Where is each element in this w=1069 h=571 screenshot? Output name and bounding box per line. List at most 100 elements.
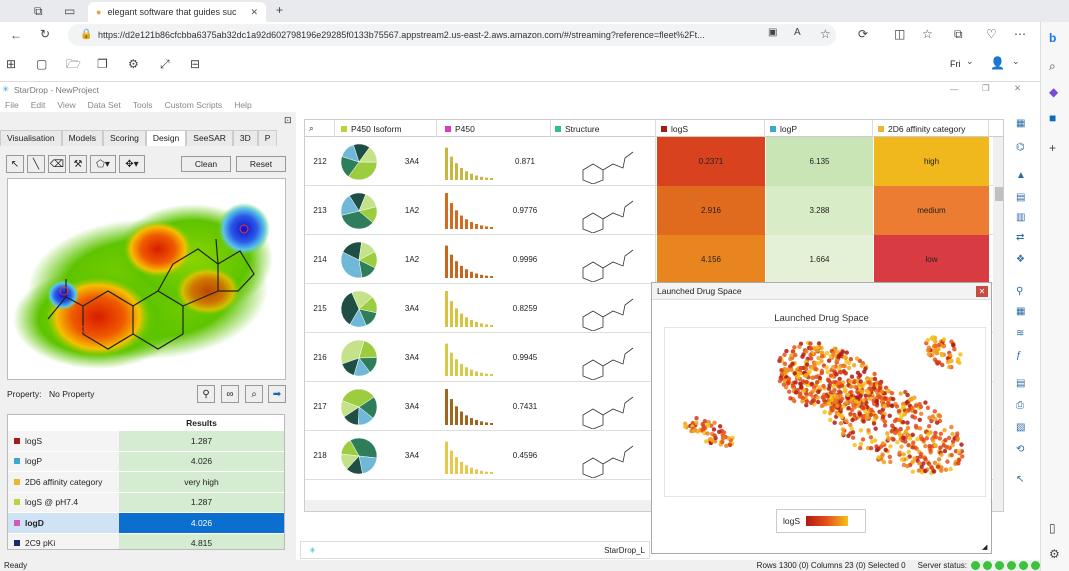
url-field[interactable]: 🔒 https://d2e121b86cfcbba6375ab32dc1a92d… (68, 24, 836, 46)
user-icon[interactable]: 👤 (990, 56, 1005, 70)
column-header[interactable]: P450 Isoform (337, 120, 437, 137)
table-view-icon[interactable]: ▦ (1016, 118, 1026, 129)
property-value[interactable]: No Property (49, 389, 95, 399)
eraser-icon[interactable]: ⌫ (48, 155, 66, 173)
language-selector[interactable]: Fri (950, 59, 961, 69)
menu-help[interactable]: Help (234, 100, 252, 110)
tab-3d[interactable]: 3D (232, 130, 258, 146)
molecule-canvas[interactable] (7, 178, 286, 380)
tab-design[interactable]: Design (145, 130, 187, 146)
results-row[interactable]: logD 4.026 (8, 513, 284, 534)
report-icon[interactable]: ▤ (1016, 378, 1026, 389)
apps-grid-icon[interactable]: ⊞ (6, 57, 17, 71)
bottom-window-tab[interactable]: ✳ StarDrop_L (300, 541, 650, 559)
settings-icon[interactable]: ⚙ (128, 57, 139, 71)
new-tab-icon[interactable]: + (276, 3, 284, 17)
pointer-icon[interactable]: ↖ (1016, 474, 1025, 485)
menu-file[interactable]: File (5, 100, 19, 110)
add-to-dataset-icon[interactable]: ➡ (268, 385, 286, 403)
read-aloud-icon[interactable]: A (794, 27, 801, 38)
results-row[interactable]: logP 4.026 (8, 451, 284, 472)
stats-icon[interactable]: ≋ (1016, 328, 1025, 339)
menu-tools[interactable]: Tools (132, 100, 153, 110)
app-available-icon[interactable]: ▣ (768, 27, 778, 38)
tab-visualisation[interactable]: Visualisation (0, 130, 62, 146)
tab-actions-icon[interactable]: ▭ (64, 4, 76, 18)
zoom-icon[interactable]: ⚲ (1016, 286, 1024, 297)
settings-gear-icon[interactable]: ⚙ (1049, 547, 1060, 561)
hide-sidebar-icon[interactable]: ▯ (1049, 521, 1056, 535)
collections-icon[interactable]: ⧉ (954, 27, 963, 41)
shopping-icon[interactable]: ◆ (1049, 85, 1059, 99)
back-icon[interactable]: ← (10, 28, 22, 42)
histogram-icon[interactable]: ▦ (1016, 306, 1026, 317)
search-icon[interactable]: ⌕ (1049, 59, 1056, 73)
popup-close-icon[interactable]: ✕ (976, 286, 988, 297)
add-sidebar-icon[interactable]: + (1049, 141, 1057, 155)
close-tab-icon[interactable]: ✕ (250, 6, 258, 17)
fullscreen-icon[interactable]: ⤢ (160, 57, 170, 71)
tab-seesar[interactable]: SeeSAR (186, 130, 233, 146)
molecule-view-icon[interactable]: ⌬ (1016, 142, 1025, 153)
menu-custom-scripts[interactable]: Custom Scripts (164, 100, 223, 110)
copilot-icon[interactable]: b (1049, 31, 1057, 45)
function-icon[interactable]: ƒ (1016, 350, 1022, 361)
compare-icon[interactable]: ∞ (221, 385, 239, 403)
hammer-icon[interactable]: ⚒ (69, 155, 87, 173)
drug-space-scatter[interactable] (664, 327, 986, 497)
column-header[interactable]: 2D6 affinity category (874, 120, 989, 137)
reset-button[interactable]: Reset (236, 156, 286, 172)
zoom-fit-icon[interactable]: ⚲ (197, 385, 215, 403)
user-chevron-icon[interactable]: ⌄ (1012, 56, 1020, 66)
tab-scoring[interactable]: Scoring (102, 130, 146, 146)
grid-search-icon[interactable]: ⌕ (305, 120, 335, 137)
copy-icon[interactable]: ❐ (97, 57, 108, 71)
results-row[interactable]: 2C9 pKi 4.815 (8, 533, 284, 549)
column-header[interactable]: logP (766, 120, 873, 137)
notes-icon[interactable]: ▧ (1016, 422, 1026, 433)
column-header[interactable]: P450 (441, 120, 551, 137)
clean-button[interactable]: Clean (181, 156, 231, 172)
filter-icon[interactable]: ▥ (1016, 212, 1026, 223)
close-icon[interactable]: ✕ (1014, 83, 1022, 93)
results-row[interactable]: logS @ pH7.4 1.287 (8, 492, 284, 513)
favorite-star-icon[interactable]: ☆ (820, 27, 831, 41)
workspaces-icon[interactable]: ⧉ (34, 4, 43, 18)
refresh-icon[interactable]: ↻ (40, 27, 51, 41)
browser-essentials-icon[interactable]: ♡ (986, 27, 997, 41)
print-icon[interactable]: ⎙ (1016, 400, 1024, 411)
results-row[interactable]: 2D6 affinity category very high (8, 472, 284, 493)
more-options-icon[interactable]: ⋯ (1014, 27, 1026, 41)
menu-data-set[interactable]: Data Set (87, 100, 121, 110)
drug-space-window[interactable]: Launched Drug Space ✕ Launched Drug Spac… (651, 282, 992, 554)
sync-icon[interactable]: ⟲ (1016, 444, 1025, 455)
menu-view[interactable]: View (57, 100, 76, 110)
pin-icon[interactable]: ⊡ (284, 115, 292, 125)
tab-more[interactable]: P (257, 130, 278, 146)
split-screen-icon[interactable]: ◫ (894, 27, 906, 41)
grid-row[interactable]: 212 3A4 0.871 0.2371 6.135 high (305, 137, 1003, 186)
chart-icon[interactable]: ▤ (1016, 192, 1026, 203)
favorites-icon[interactable]: ☆ (922, 27, 933, 41)
select-arrow-icon[interactable]: ↖ (6, 155, 24, 173)
navigator-icon[interactable]: ▲ (1016, 170, 1026, 181)
move-tool-icon[interactable]: ✥▾ (119, 155, 145, 173)
outlook-icon[interactable]: ■ (1049, 111, 1057, 125)
grid-row[interactable]: 214 1A2 0.9996 4.156 1.664 low (305, 235, 1003, 284)
column-header[interactable]: logS (657, 120, 765, 137)
ring-template-icon[interactable]: ⬠▾ (90, 155, 116, 173)
cluster-icon[interactable]: ❖ (1016, 254, 1025, 265)
transform-icon[interactable]: ⇄ (1016, 232, 1025, 243)
zoom-search-icon[interactable]: ⌕ (245, 385, 263, 403)
tab-models[interactable]: Models (61, 130, 103, 146)
grid-row[interactable]: 213 1A2 0.9776 2.916 3.288 medium (305, 186, 1003, 235)
bond-line-icon[interactable]: ╲ (27, 155, 45, 173)
resize-grip-icon[interactable]: ◢ (982, 544, 988, 551)
minimize-icon[interactable]: — (950, 84, 959, 94)
results-row[interactable]: logS 1.287 (8, 431, 284, 452)
lock-icon[interactable]: 🔒 (80, 29, 93, 40)
popup-titlebar[interactable]: Launched Drug Space (652, 283, 991, 300)
chevron-down-icon[interactable]: ⌄ (966, 56, 974, 66)
desktop-view-icon[interactable]: ▢ (36, 57, 48, 71)
browser-tab[interactable]: ● elegant software that guides suc ✕ (88, 2, 266, 22)
